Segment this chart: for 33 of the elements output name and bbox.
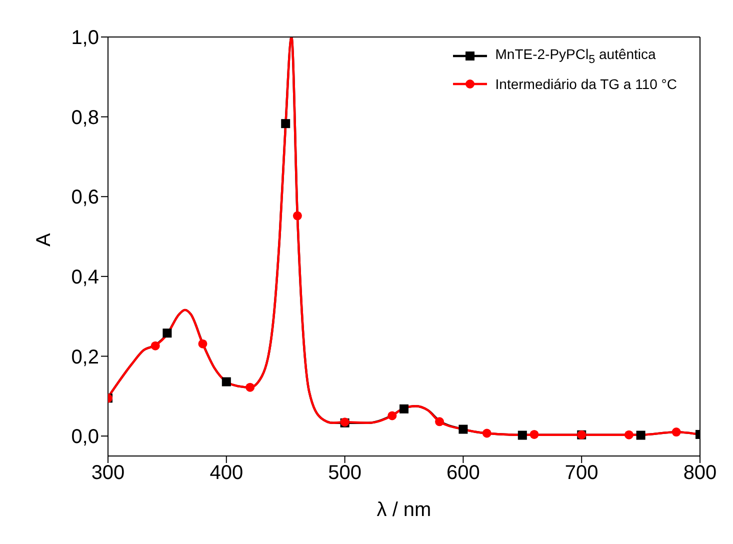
- x-tick-label: 700: [564, 462, 598, 484]
- x-tick-label: 600: [446, 462, 480, 484]
- point: [246, 382, 255, 392]
- point: [222, 377, 231, 386]
- x-tick-label: 300: [91, 462, 125, 484]
- legend-label: Intermediário da TG a 110 °C: [495, 76, 677, 92]
- point: [292, 211, 302, 220]
- y-tick-label: 1,0: [71, 27, 99, 50]
- y-tick-label: 0,8: [71, 106, 99, 129]
- y-tick-label: 0,2: [71, 346, 99, 368]
- y-tick-label: 0,0: [71, 426, 99, 448]
- point: [162, 328, 172, 338]
- point: [530, 430, 539, 439]
- point: [636, 430, 646, 440]
- x-tick-label: 500: [328, 462, 362, 484]
- point: [198, 339, 208, 348]
- point: [388, 411, 397, 420]
- x-axis-title: λ / nm: [376, 499, 432, 521]
- x-tick-label: 400: [210, 462, 244, 484]
- y-axis-title: A: [33, 232, 56, 246]
- y-tick-label: 0,6: [71, 186, 99, 209]
- point: [281, 119, 290, 128]
- x-tick-label: 800: [683, 462, 717, 484]
- point: [482, 428, 492, 438]
- y-tick-label: 0,4: [71, 266, 99, 289]
- point: [400, 404, 408, 414]
- point: [624, 430, 634, 440]
- point: [435, 417, 444, 426]
- point: [150, 341, 160, 350]
- point: [458, 424, 468, 434]
- legend-label: MnTE-2-PyPCl$_{5}$ autêntica: [495, 46, 656, 66]
- point: [518, 430, 527, 440]
- point: [672, 428, 681, 437]
